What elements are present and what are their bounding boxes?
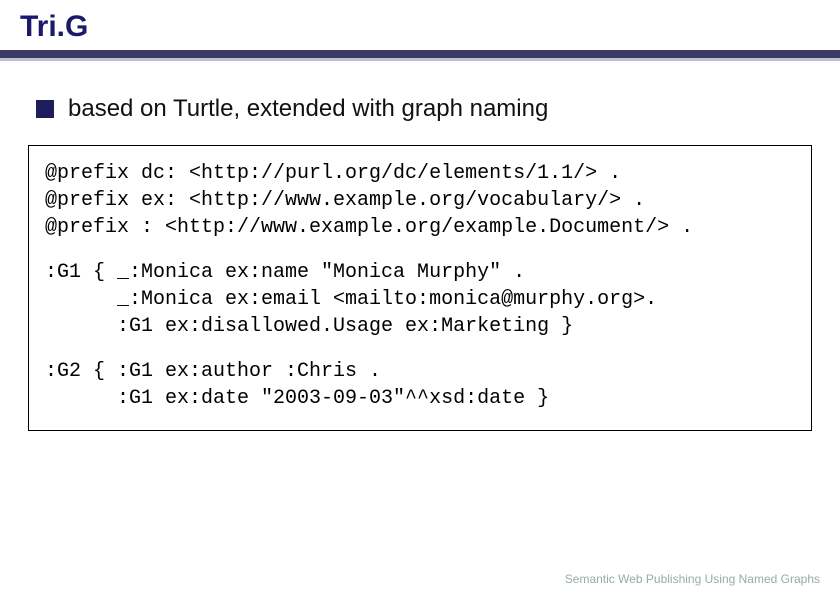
horizontal-rule-dark [0, 50, 840, 58]
code-line: _:Monica ex:email <mailto:monica@murphy.… [45, 286, 795, 313]
code-line: :G1 { _:Monica ex:name "Monica Murphy" . [45, 259, 795, 286]
bullet-item: based on Turtle, extended with graph nam… [36, 95, 812, 123]
code-line: :G2 { :G1 ex:author :Chris . [45, 358, 795, 385]
code-line: :G1 ex:disallowed.Usage ex:Marketing } [45, 313, 795, 340]
bullet-text: based on Turtle, extended with graph nam… [68, 95, 548, 123]
code-line: @prefix ex: <http://www.example.org/voca… [45, 187, 795, 214]
slide-title: Tri.G [20, 10, 820, 44]
code-line: @prefix : <http://www.example.org/exampl… [45, 214, 795, 241]
code-line: @prefix dc: <http://purl.org/dc/elements… [45, 160, 795, 187]
slide-body: based on Turtle, extended with graph nam… [0, 61, 840, 431]
slide: Tri.G based on Turtle, extended with gra… [0, 0, 840, 600]
blank-line [45, 340, 795, 358]
footer-text: Semantic Web Publishing Using Named Grap… [565, 572, 820, 586]
code-line: :G1 ex:date "2003-09-03"^^xsd:date } [45, 385, 795, 412]
blank-line [45, 241, 795, 259]
title-bar: Tri.G [0, 0, 840, 50]
square-bullet-icon [36, 100, 54, 118]
code-box: @prefix dc: <http://purl.org/dc/elements… [28, 145, 812, 431]
